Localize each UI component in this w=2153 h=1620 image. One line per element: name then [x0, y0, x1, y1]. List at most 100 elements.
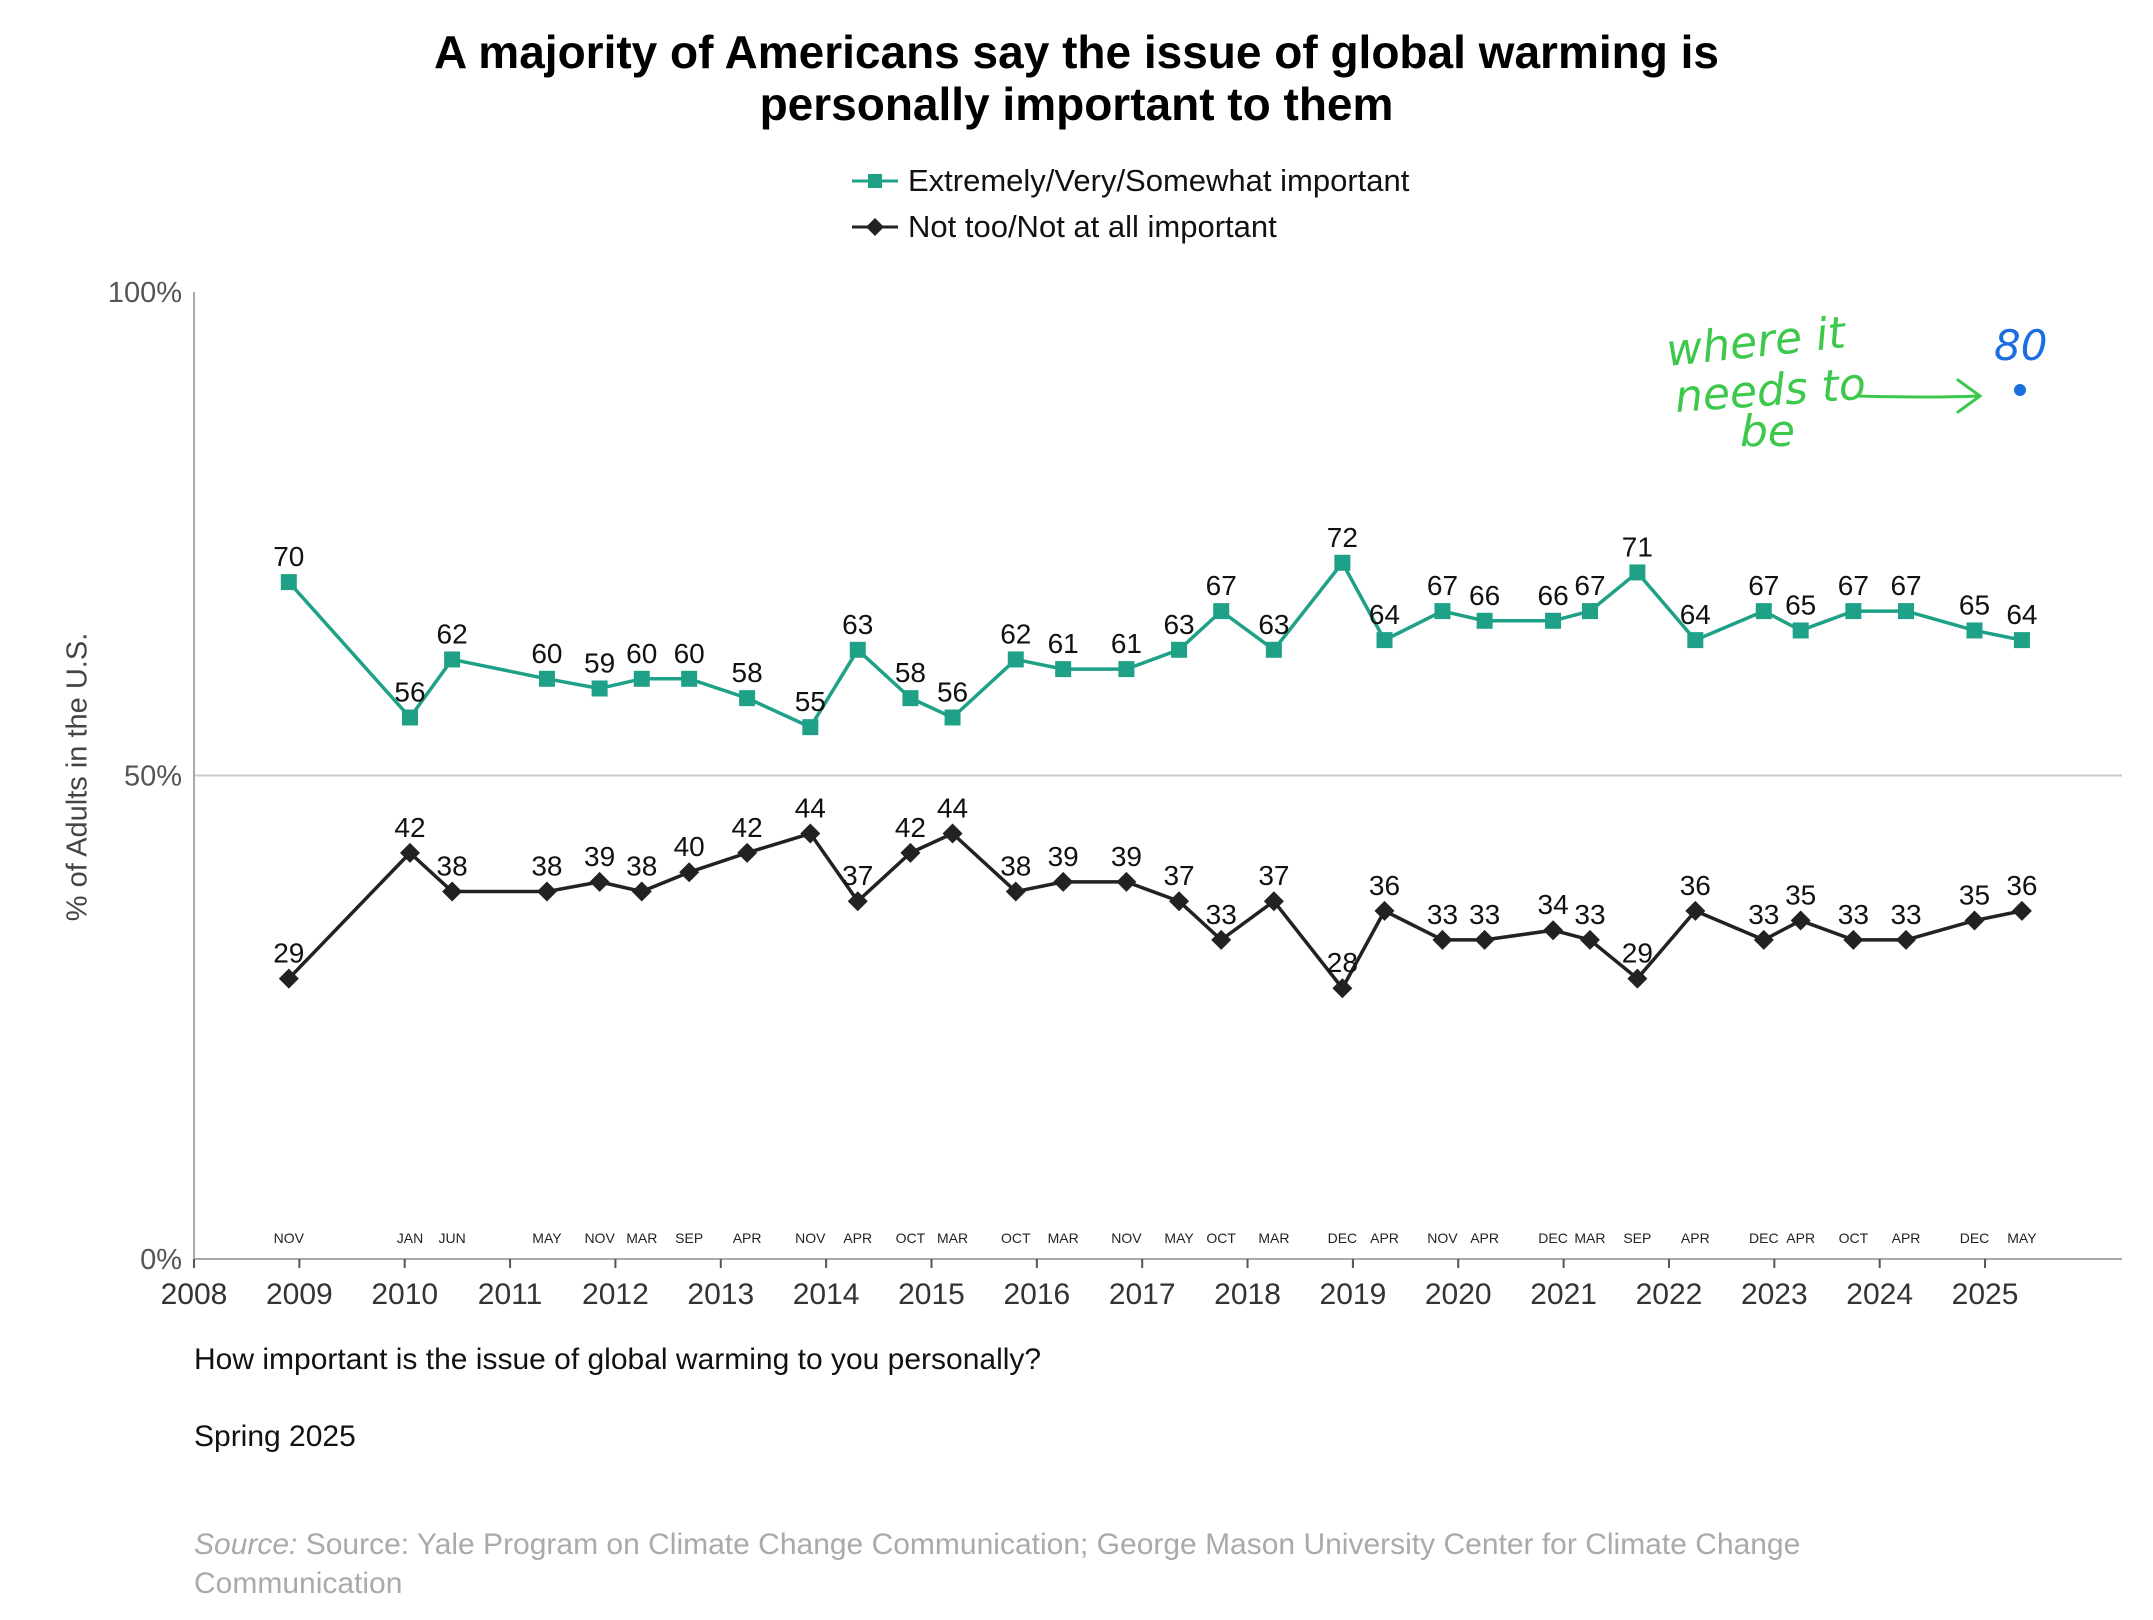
- data-label-important: 63: [842, 609, 873, 640]
- data-point-important: [1007, 651, 1024, 668]
- data-label-not-important: 40: [674, 831, 705, 862]
- legend-key-diamond-icon: [852, 218, 898, 236]
- data-point-important: [1476, 612, 1493, 629]
- data-label-important: 60: [626, 638, 657, 669]
- survey-month-label: APR: [1681, 1230, 1710, 1246]
- data-point-not-important: [1116, 871, 1137, 892]
- data-label-not-important: 42: [732, 812, 763, 843]
- data-label-not-important: 36: [1680, 870, 1711, 901]
- data-point-not-important: [1627, 968, 1648, 989]
- data-point-not-important: [1543, 920, 1564, 941]
- x-tick-label: 2012: [582, 1278, 649, 1311]
- data-point-important: [1334, 554, 1351, 571]
- data-point-not-important: [679, 862, 700, 883]
- data-point-important: [1845, 603, 1862, 620]
- x-tick-label: 2020: [1425, 1278, 1492, 1311]
- annotation-arrow-icon: [1856, 378, 1983, 414]
- data-label-not-important: 36: [1369, 870, 1400, 901]
- annotation-target-value: 80: [1994, 321, 2047, 370]
- survey-month-label: APR: [1370, 1230, 1399, 1246]
- data-point-not-important: [536, 881, 557, 902]
- survey-month-label: MAR: [1574, 1230, 1605, 1246]
- y-tick-label: 0%: [140, 1244, 182, 1276]
- data-point-important: [1118, 661, 1135, 678]
- data-point-important: [1687, 632, 1704, 649]
- data-point-not-important: [1579, 929, 1600, 950]
- data-label-important: 67: [1206, 570, 1237, 601]
- data-point-important: [1792, 622, 1809, 639]
- x-tick-label: 2016: [1003, 1278, 1070, 1311]
- legend-key-square-icon: [852, 174, 898, 188]
- data-point-important: [1434, 603, 1451, 620]
- source-label: Source:: [194, 1528, 298, 1561]
- data-label-important: 59: [584, 647, 615, 678]
- source-text: Source: Yale Program on Climate Change C…: [194, 1528, 1801, 1600]
- survey-month-label: NOV: [1427, 1230, 1458, 1246]
- survey-month-label: APR: [733, 1230, 762, 1246]
- data-label-important: 66: [1538, 580, 1569, 611]
- data-point-not-important: [589, 871, 610, 892]
- data-label-important: 67: [1574, 570, 1605, 601]
- data-label-important: 67: [1838, 570, 1869, 601]
- data-point-not-important: [1790, 910, 1811, 931]
- data-point-important: [1629, 564, 1646, 581]
- data-point-important: [944, 709, 961, 726]
- data-label-important: 56: [937, 676, 968, 707]
- data-point-important: [1545, 612, 1562, 629]
- data-label-important: 65: [1959, 589, 1990, 620]
- data-point-important: [681, 670, 698, 687]
- data-point-not-important: [442, 881, 463, 902]
- data-label-not-important: 38: [1000, 851, 1031, 882]
- data-label-not-important: 35: [1959, 880, 1990, 911]
- data-point-important: [1376, 632, 1393, 649]
- data-point-not-important: [1685, 900, 1706, 921]
- legend-item-important: Extremely/Very/Somewhat important: [850, 158, 1409, 204]
- data-point-important: [1171, 641, 1188, 658]
- data-label-important: 64: [2006, 599, 2037, 630]
- data-label-not-important: 44: [795, 793, 826, 824]
- data-label-not-important: 44: [937, 793, 968, 824]
- survey-month-label: NOV: [274, 1230, 305, 1246]
- survey-month-label: DEC: [1749, 1230, 1779, 1246]
- data-point-important: [902, 690, 919, 707]
- data-label-important: 63: [1258, 609, 1289, 640]
- data-point-not-important: [800, 823, 821, 844]
- data-point-important: [1898, 603, 1915, 620]
- data-point-important: [444, 651, 461, 668]
- source-note: Source: Source: Yale Program on Climate …: [194, 1525, 1994, 1603]
- data-label-not-important: 42: [895, 812, 926, 843]
- data-label-not-important: 33: [1748, 899, 1779, 930]
- legend-label-not-important: Not too/Not at all important: [908, 209, 1277, 244]
- data-label-important: 71: [1622, 531, 1653, 562]
- legend-label-important: Extremely/Very/Somewhat important: [908, 163, 1410, 198]
- data-label-important: 67: [1427, 570, 1458, 601]
- data-point-important: [538, 670, 555, 687]
- data-point-important: [849, 641, 866, 658]
- data-label-not-important: 39: [1048, 841, 1079, 872]
- data-label-important: 65: [1785, 589, 1816, 620]
- survey-month-label: APR: [1786, 1230, 1815, 1246]
- data-label-not-important: 33: [1469, 899, 1500, 930]
- data-label-important: 56: [394, 676, 425, 707]
- line-chart: 0% 50% 100% 2008 2009 2010 2011 2012 2013 2014 201…: [108, 277, 2122, 1311]
- data-point-not-important: [1263, 891, 1284, 912]
- data-label-important: 66: [1469, 580, 1500, 611]
- x-tick-label: 2008: [161, 1278, 228, 1311]
- survey-month-label: JAN: [397, 1230, 423, 1246]
- data-label-important: 61: [1111, 628, 1142, 659]
- data-point-important: [739, 690, 756, 707]
- data-label-important: 62: [437, 618, 468, 649]
- data-label-important: 61: [1048, 628, 1079, 659]
- x-tick-label: 2011: [478, 1278, 543, 1311]
- data-label-not-important: 33: [1574, 899, 1605, 930]
- survey-month-label: NOV: [1111, 1230, 1142, 1246]
- chart-title: A majority of Americans say the issue of…: [0, 26, 2153, 130]
- survey-month-label: MAY: [532, 1230, 562, 1246]
- data-point-not-important: [1474, 929, 1495, 950]
- data-label-not-important: 42: [394, 812, 425, 843]
- x-tick-label: 2022: [1636, 1278, 1703, 1311]
- survey-period: Spring 2025: [194, 1420, 356, 1453]
- survey-month-label: SEP: [1623, 1230, 1651, 1246]
- data-label-not-important: 33: [1890, 899, 1921, 930]
- survey-month-label: OCT: [1001, 1230, 1031, 1246]
